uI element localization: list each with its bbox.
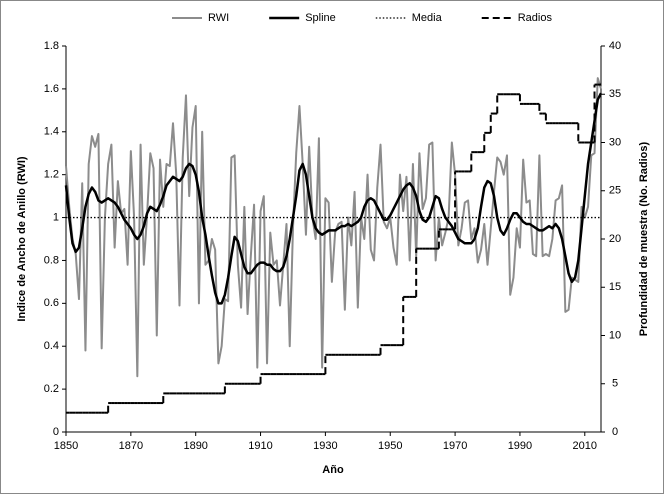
y2-tick-label: 40 bbox=[609, 40, 621, 52]
x-tick-label: 1950 bbox=[378, 440, 402, 452]
y-tick-label: 0.6 bbox=[44, 297, 59, 309]
series-line bbox=[64, 92, 603, 305]
x-tick-label: 1990 bbox=[508, 440, 532, 452]
y-tick-label: 1.8 bbox=[44, 40, 59, 52]
y-tick-label: 1.4 bbox=[44, 126, 59, 138]
y2-tick-label: 20 bbox=[609, 233, 621, 245]
y2-tick-label: 35 bbox=[609, 88, 621, 100]
y-tick-label: 1.2 bbox=[44, 169, 59, 181]
y2-tick-label: 10 bbox=[609, 329, 621, 341]
legend-label: RWI bbox=[208, 12, 229, 24]
x-tick-label: 2010 bbox=[573, 440, 597, 452]
y2-tick-label: 25 bbox=[609, 185, 621, 197]
y2-axis-label: Profundidad de muestra (No. Radios) bbox=[638, 141, 650, 336]
x-tick-label: 1970 bbox=[443, 440, 467, 452]
x-tick-label: 1910 bbox=[248, 440, 272, 452]
legend-label: Media bbox=[412, 12, 443, 24]
y-tick-label: 0.2 bbox=[44, 383, 59, 395]
y-tick-label: 0 bbox=[53, 426, 59, 438]
y-axis-label: Indice de Ancho de Anillo (RWI) bbox=[16, 156, 28, 322]
legend-label: Radios bbox=[518, 12, 553, 24]
y-tick-label: 0.4 bbox=[44, 340, 59, 352]
y-tick-label: 1.6 bbox=[44, 83, 59, 95]
y2-tick-label: 0 bbox=[612, 426, 618, 438]
y2-tick-label: 15 bbox=[609, 281, 621, 293]
y-tick-label: 1 bbox=[53, 211, 59, 223]
x-tick-label: 1930 bbox=[313, 440, 337, 452]
y-tick-label: 0.8 bbox=[44, 254, 59, 266]
x-tick-label: 1890 bbox=[183, 440, 207, 452]
x-tick-label: 1870 bbox=[119, 440, 143, 452]
y2-tick-label: 5 bbox=[612, 378, 618, 390]
x-tick-label: 1850 bbox=[54, 440, 78, 452]
x-axis-label: Año bbox=[322, 464, 344, 476]
y2-tick-label: 30 bbox=[609, 136, 621, 148]
legend-label: Spline bbox=[305, 12, 336, 24]
series-line bbox=[65, 77, 602, 378]
